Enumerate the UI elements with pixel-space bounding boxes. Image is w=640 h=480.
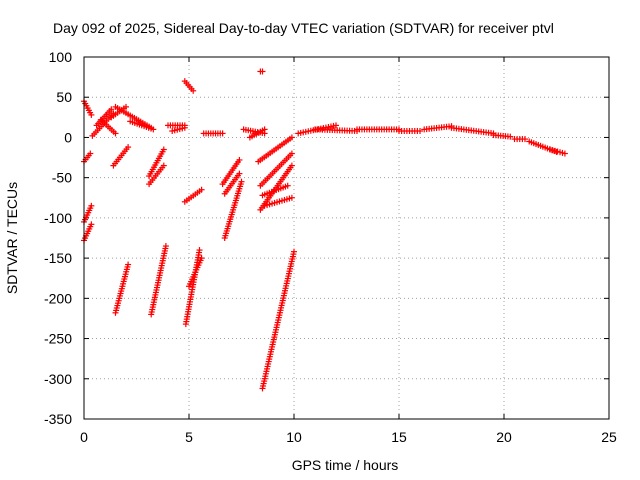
- y-tick-labels: 100 50 0 -50 -100 -150 -200 -250 -300 -350: [44, 49, 72, 427]
- y-axis-label: SDTVAR / TECUs: [4, 182, 20, 294]
- data-point: [150, 126, 157, 133]
- data-point: [261, 126, 268, 133]
- x-tick-label: 20: [496, 429, 512, 445]
- data-point: [288, 162, 295, 169]
- data-point: [259, 68, 266, 75]
- y-tick-label: 0: [64, 129, 72, 145]
- x-tick-label: 10: [286, 429, 302, 445]
- data-point: [190, 87, 197, 94]
- data-point: [288, 194, 295, 201]
- axis-ticks: [83, 56, 610, 420]
- y-tick-label: 100: [49, 49, 73, 65]
- data-point: [125, 144, 132, 151]
- data-point: [522, 136, 528, 143]
- data-point: [291, 248, 297, 255]
- x-axis-label: GPS time / hours: [292, 457, 399, 473]
- y-tick-label: -150: [44, 250, 72, 266]
- data-point: [198, 255, 205, 262]
- y-tick-label: -50: [52, 170, 72, 186]
- data-point: [162, 243, 169, 250]
- x-tick-label: 15: [391, 429, 407, 445]
- y-tick-label: -350: [44, 411, 72, 427]
- chart-title: Day 092 of 2025, Sidereal Day-to-day VTE…: [53, 20, 554, 36]
- y-tick-label: -100: [44, 210, 72, 226]
- data-point: [125, 261, 132, 268]
- data-point: [417, 128, 423, 135]
- data-point: [108, 106, 115, 113]
- data-point: [196, 247, 203, 254]
- data-point: [88, 111, 95, 118]
- data-point: [160, 146, 167, 153]
- data-point: [561, 150, 568, 157]
- y-tick-label: -300: [44, 371, 72, 387]
- data-point: [88, 202, 95, 209]
- x-tick-label: 25: [601, 429, 617, 445]
- data-point: [284, 182, 291, 189]
- x-tick-label: 0: [80, 429, 88, 445]
- data-point: [288, 134, 295, 141]
- data-point: [238, 178, 245, 185]
- data-point: [288, 150, 295, 157]
- data-point: [236, 170, 243, 177]
- grid-lines: [84, 57, 609, 419]
- data-point: [507, 133, 514, 140]
- data-point: [219, 130, 226, 137]
- data-points: [81, 68, 568, 392]
- x-tick-label: 5: [185, 429, 193, 445]
- data-point: [123, 103, 129, 110]
- y-tick-label: -250: [44, 331, 72, 347]
- data-point: [160, 162, 167, 169]
- y-tick-label: 50: [56, 89, 72, 105]
- plot-frame: [83, 56, 610, 420]
- data-point: [198, 186, 205, 193]
- data-point: [181, 124, 188, 131]
- x-tick-labels: 0 5 10 15 20 25: [80, 429, 617, 445]
- data-point: [236, 156, 243, 163]
- y-tick-label: -200: [44, 290, 72, 306]
- data-point: [333, 122, 339, 129]
- data-point: [87, 150, 94, 157]
- data-point: [112, 130, 119, 137]
- data-point: [88, 221, 95, 228]
